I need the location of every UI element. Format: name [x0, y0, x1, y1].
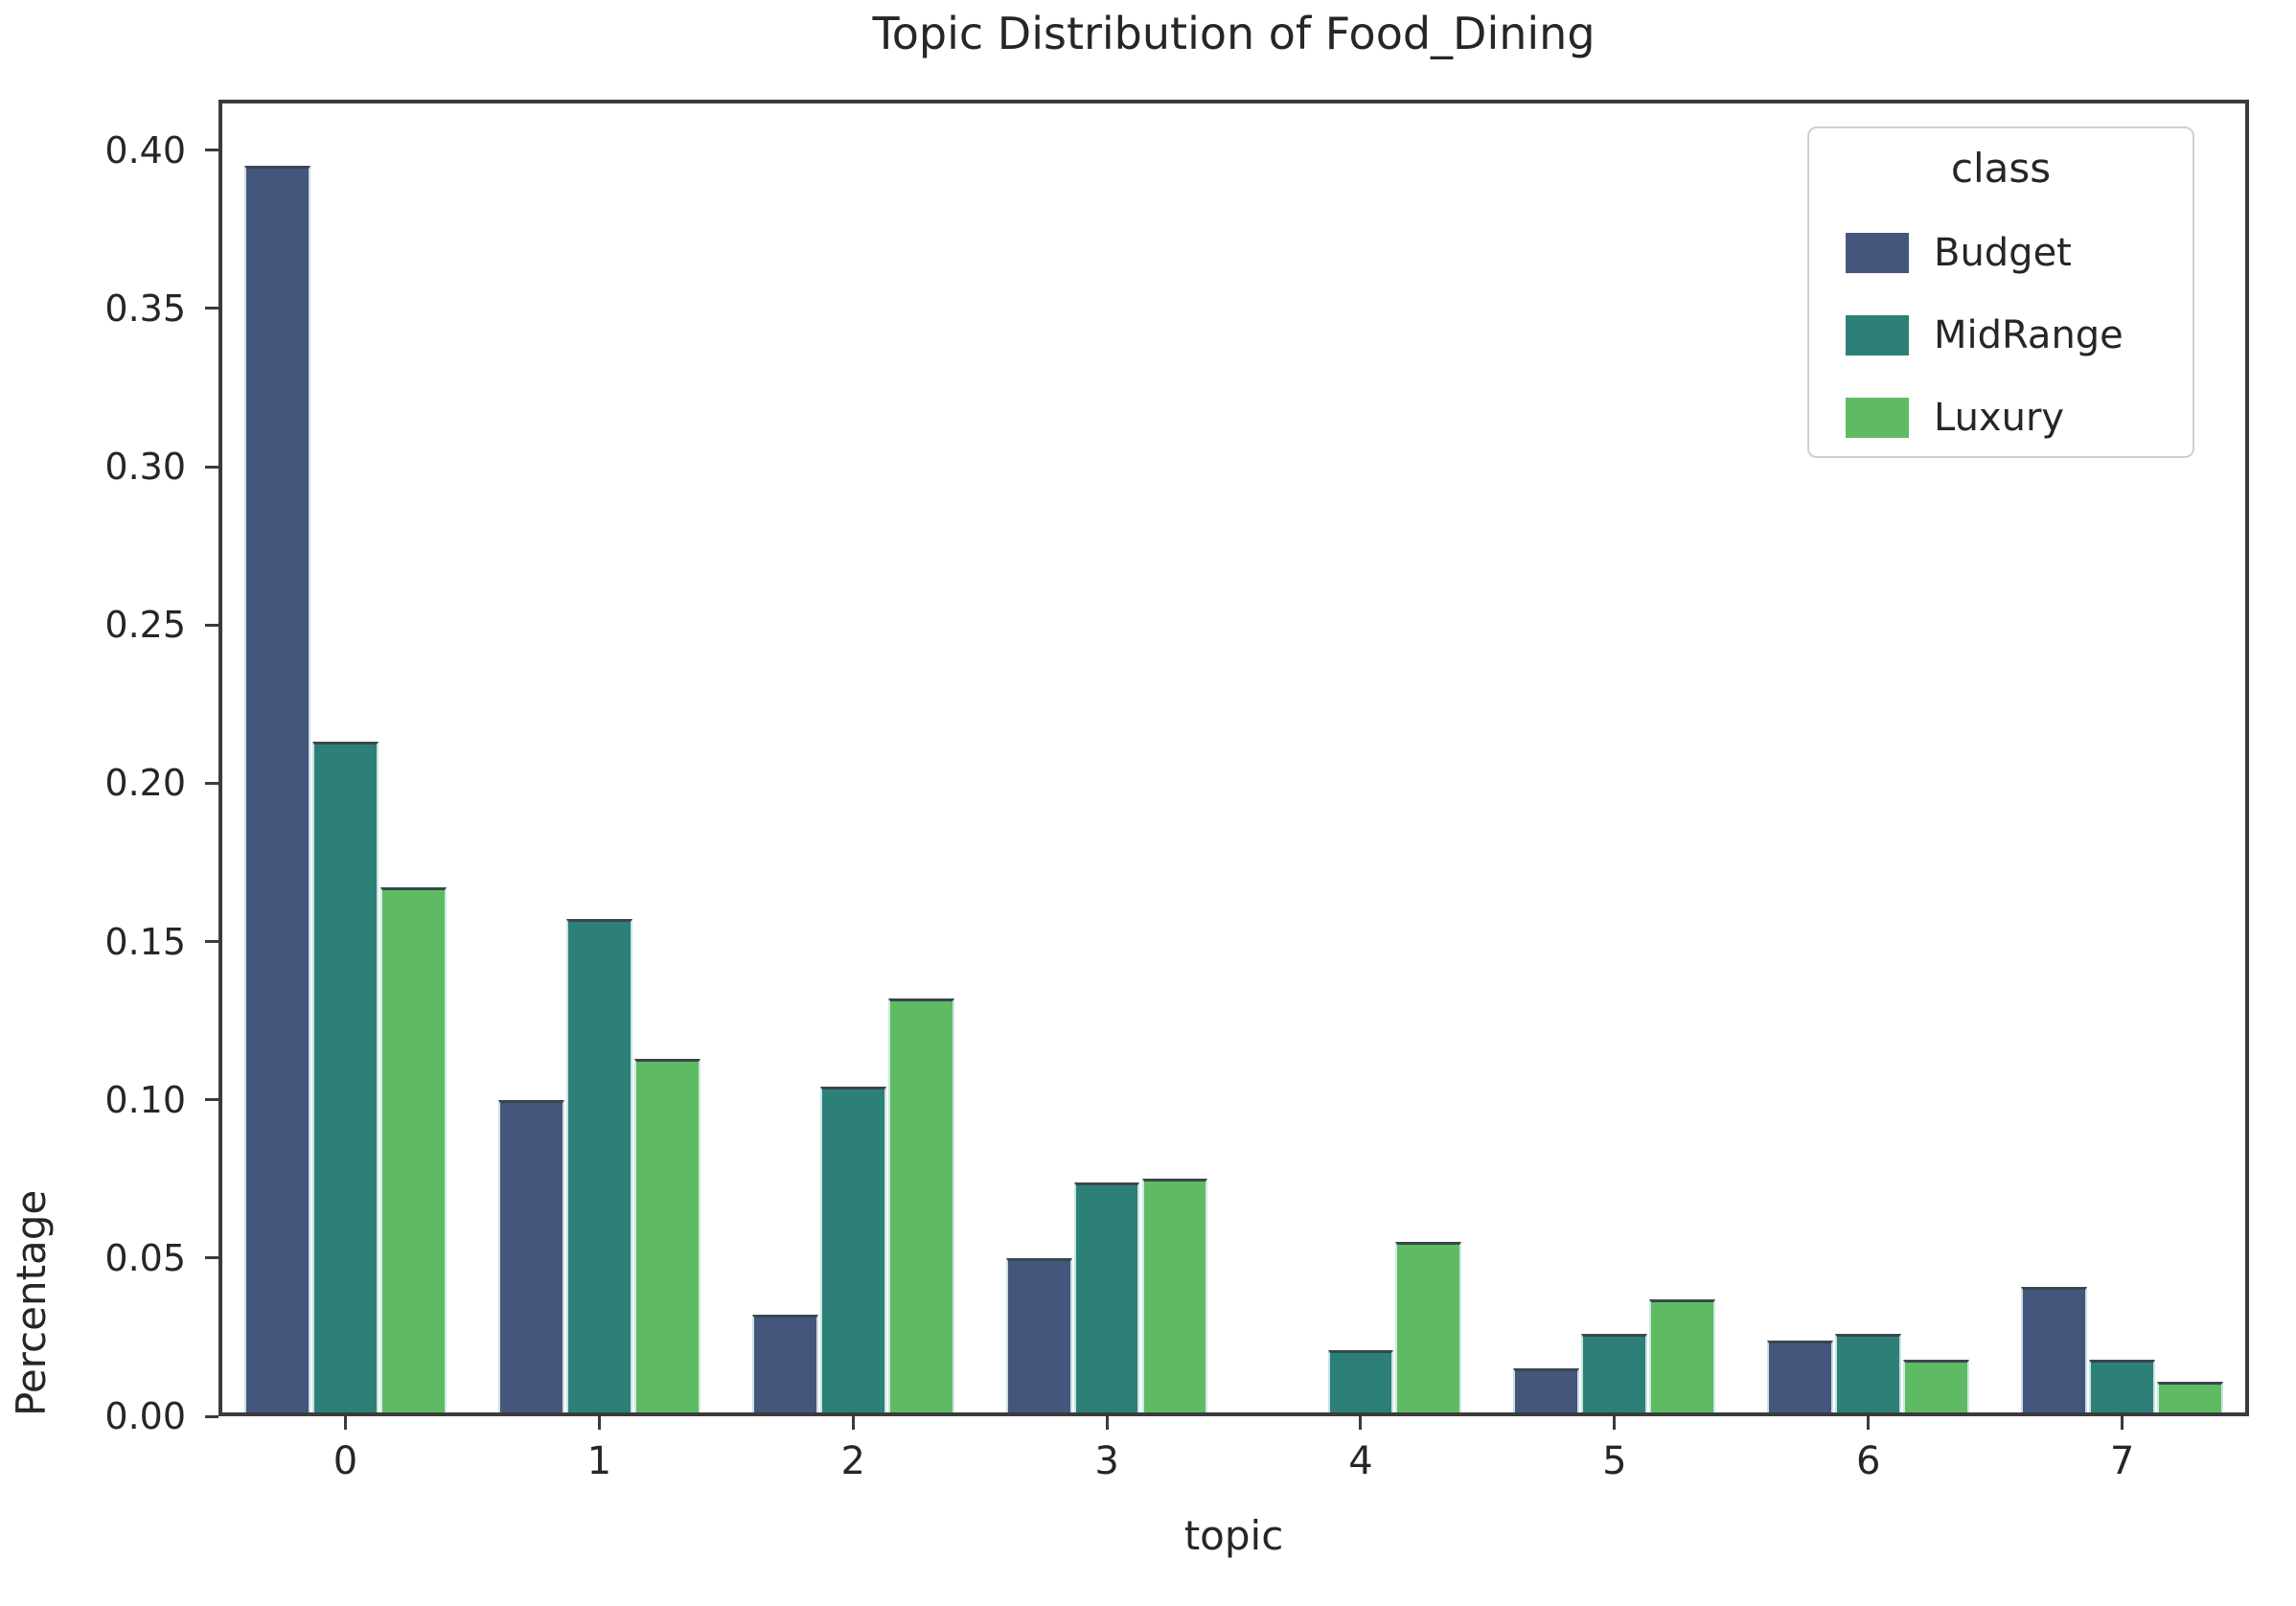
bar-luxury-topic-3: [1141, 1179, 1208, 1416]
legend-title: class: [1950, 145, 2052, 192]
legend-label-luxury: Luxury: [1934, 396, 2065, 440]
x-tick-mark: [1359, 1416, 1363, 1430]
x-tick-label-5: 5: [1602, 1439, 1627, 1483]
x-tick-mark: [851, 1416, 855, 1430]
legend: class Budget MidRange Luxury: [1807, 126, 2194, 458]
y-tick-label-0.00: 0.00: [104, 1395, 186, 1437]
bar-midrange-topic-6: [1835, 1334, 1902, 1416]
bar-midrange-topic-7: [2089, 1360, 2155, 1416]
y-tick-label-0.40: 0.40: [104, 128, 186, 172]
y-tick-label-0.25: 0.25: [104, 604, 186, 647]
y-tick-mark: [205, 149, 218, 152]
legend-label-budget: Budget: [1934, 231, 2072, 275]
top-spine: [218, 100, 2249, 103]
bar-luxury-topic-6: [1903, 1360, 1970, 1416]
chart-title: Topic Distribution of Food_Dining: [872, 8, 1596, 59]
left-spine: [218, 100, 222, 1416]
y-tick-label-0.30: 0.30: [104, 446, 186, 489]
bar-midrange-topic-3: [1073, 1182, 1140, 1416]
bar-budget-topic-0: [244, 166, 310, 1416]
x-tick-mark: [597, 1416, 601, 1430]
x-tick-label-1: 1: [586, 1439, 612, 1483]
x-axis-line: [218, 1412, 2249, 1416]
y-tick-label-0.15: 0.15: [104, 920, 186, 963]
bar-budget-topic-3: [1005, 1258, 1072, 1416]
legend-item-budget: Budget: [1846, 228, 2193, 278]
plot-area: [218, 100, 2249, 1416]
bar-budget-topic-6: [1767, 1341, 1834, 1416]
x-tick-mark: [1867, 1416, 1871, 1430]
bar-luxury-topic-7: [2157, 1382, 2223, 1416]
bar-midrange-topic-5: [1581, 1334, 1648, 1416]
legend-label-midrange: MidRange: [1934, 313, 2124, 357]
bar-luxury-topic-2: [887, 998, 954, 1416]
legend-swatch-budget: [1846, 233, 1909, 273]
y-tick-mark: [205, 781, 218, 785]
x-tick-label-0: 0: [333, 1439, 358, 1483]
y-tick-label-0.20: 0.20: [104, 762, 186, 805]
y-tick-mark: [205, 1414, 218, 1418]
y-tick-mark: [205, 465, 218, 469]
x-tick-mark: [1105, 1416, 1109, 1430]
x-tick-mark: [2121, 1416, 2124, 1430]
bar-luxury-topic-4: [1395, 1242, 1462, 1416]
bar-midrange-topic-0: [312, 742, 379, 1416]
x-axis-title: topic: [1183, 1512, 1284, 1559]
legend-swatch-midrange: [1846, 315, 1909, 356]
bar-budget-topic-7: [2021, 1287, 2087, 1416]
bar-budget-topic-1: [497, 1100, 564, 1416]
y-tick-mark: [205, 940, 218, 944]
x-tick-mark: [343, 1416, 347, 1430]
bar-midrange-topic-2: [819, 1087, 886, 1416]
bar-midrange-topic-1: [565, 919, 632, 1416]
legend-item-luxury: Luxury: [1846, 393, 2193, 443]
x-tick-label-3: 3: [1094, 1439, 1119, 1483]
y-tick-label-0.10: 0.10: [104, 1078, 186, 1121]
y-tick-mark: [205, 1098, 218, 1102]
bar-luxury-topic-5: [1649, 1299, 1716, 1416]
y-axis-tick-labels: 0.00 0.05 0.10 0.15 0.20 0.25 0.30 0.35 0.40: [0, 100, 195, 1437]
x-tick-label-7: 7: [2109, 1439, 2135, 1483]
x-tick-label-2: 2: [840, 1439, 865, 1483]
x-tick-mark: [1613, 1416, 1617, 1430]
legend-item-midrange: MidRange: [1846, 310, 2193, 360]
y-tick-label-0.05: 0.05: [104, 1236, 186, 1279]
y-tick-mark: [205, 307, 218, 310]
x-tick-label-6: 6: [1855, 1439, 1881, 1483]
bar-midrange-topic-4: [1327, 1350, 1394, 1416]
y-tick-mark: [205, 623, 218, 627]
right-spine: [2245, 100, 2249, 1416]
bar-budget-topic-5: [1513, 1368, 1580, 1416]
bar-luxury-topic-0: [379, 887, 447, 1416]
x-tick-label-4: 4: [1348, 1439, 1373, 1483]
legend-swatch-luxury: [1846, 398, 1909, 438]
bar-luxury-topic-1: [633, 1059, 700, 1416]
bar-budget-topic-2: [751, 1315, 818, 1416]
y-tick-mark: [205, 1256, 218, 1260]
y-tick-label-0.35: 0.35: [104, 287, 186, 330]
